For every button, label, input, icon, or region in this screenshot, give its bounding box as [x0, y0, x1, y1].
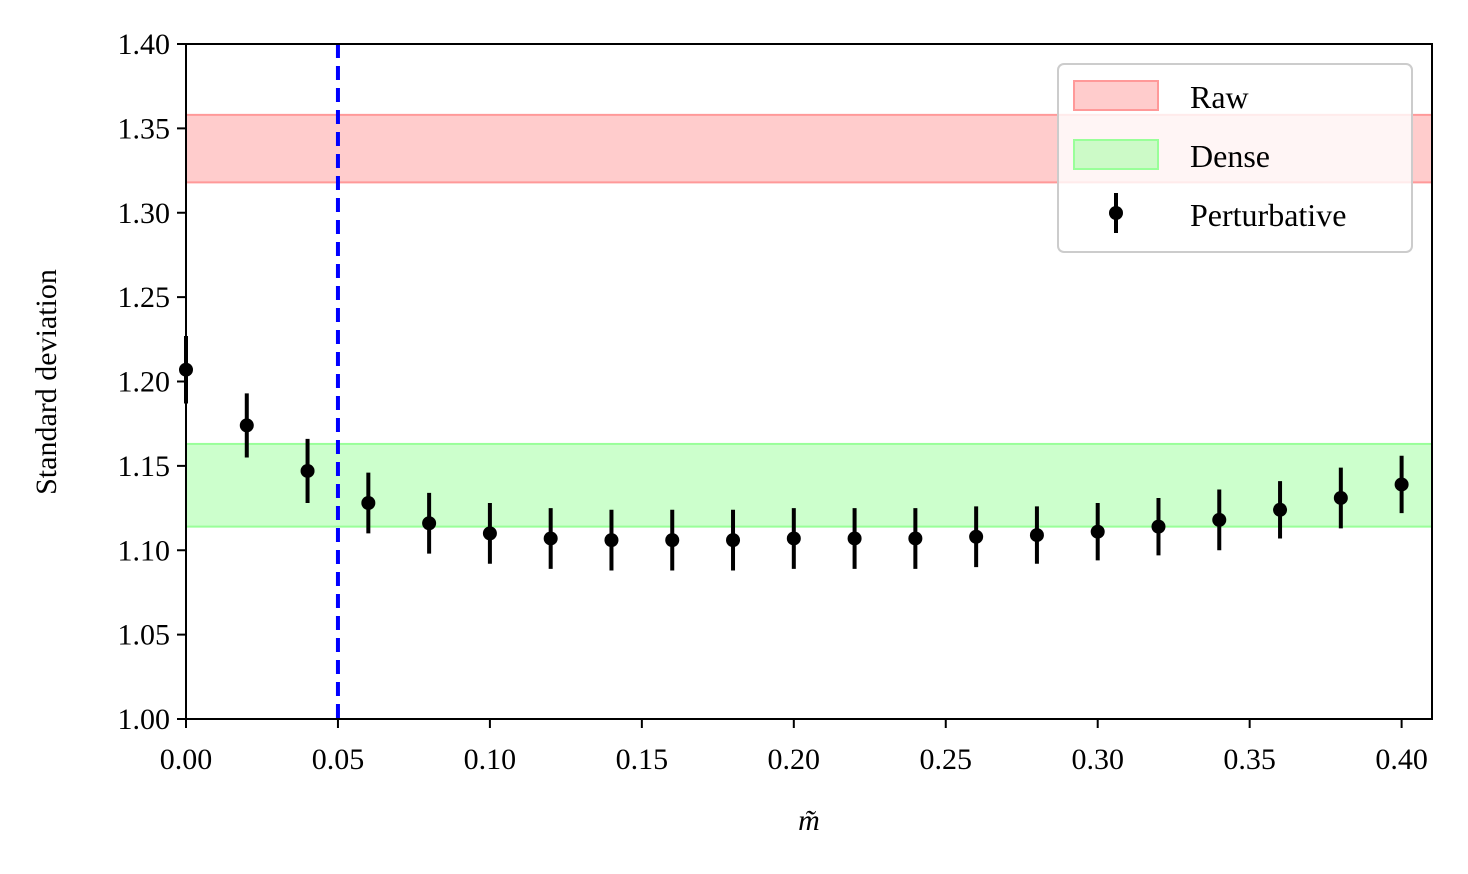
x-tick-label: 0.05	[312, 743, 365, 776]
y-tick-label: 1.10	[118, 534, 171, 567]
y-tick-label: 1.40	[118, 28, 171, 61]
data-point-3	[361, 496, 376, 510]
legend-marker-perturbative	[1109, 206, 1123, 220]
legend-swatch-raw	[1073, 80, 1159, 111]
points-layer	[179, 335, 1409, 571]
y-tick-label: 1.20	[118, 366, 171, 399]
legend: Raw Dense Perturbative	[1057, 63, 1413, 253]
y-tick-label: 1.15	[118, 450, 171, 483]
x-tick-label: 0.20	[768, 743, 821, 776]
x-tick-label: 0.35	[1223, 743, 1276, 776]
data-point-6	[543, 531, 558, 546]
data-point-18	[1273, 502, 1288, 517]
data-point-15	[1090, 524, 1105, 539]
x-tick-label: 0.15	[616, 743, 669, 776]
data-point-16	[1151, 519, 1166, 534]
data-point-11	[847, 531, 862, 546]
band-dense	[185, 442, 1433, 528]
axes-layer: 0.00 0.05 0.10 0.15 0.20 0.25 0.30 0.35 0.40 1.00…	[118, 28, 1433, 776]
data-point-10	[786, 531, 801, 546]
data-point-2	[300, 463, 315, 478]
data-point-12	[908, 531, 923, 546]
x-tick-label: 0.30	[1071, 743, 1124, 776]
data-point-13	[969, 529, 984, 544]
x-tick-label: 0.40	[1375, 743, 1428, 776]
legend-swatch-dense	[1073, 139, 1159, 170]
y-tick-label: 1.30	[118, 197, 171, 230]
data-point-4	[422, 516, 437, 531]
data-point-7	[604, 533, 619, 548]
data-point-19	[1333, 490, 1348, 505]
data-point-9	[726, 533, 741, 548]
data-point-20	[1394, 477, 1409, 492]
y-tick-label: 1.35	[118, 112, 171, 145]
data-point-14	[1029, 528, 1044, 543]
y-tick-label: 1.05	[118, 619, 171, 652]
x-tick-label: 0.25	[920, 743, 973, 776]
data-point-8	[665, 533, 680, 548]
legend-label-raw: Raw	[1190, 79, 1249, 115]
legend-label-dense: Dense	[1190, 138, 1270, 174]
y-axis-label: Standard deviation	[30, 269, 63, 495]
x-tick-label: 0.00	[160, 743, 213, 776]
x-tick-label: 0.10	[464, 743, 517, 776]
y-tick-label: 1.25	[118, 281, 171, 314]
data-point-1	[239, 418, 254, 433]
x-axis-label: m̃	[798, 804, 820, 837]
data-point-5	[482, 526, 497, 541]
data-point-17	[1212, 512, 1227, 527]
y-tick-label: 1.00	[118, 703, 171, 736]
legend-label-perturbative: Perturbative	[1190, 197, 1346, 233]
